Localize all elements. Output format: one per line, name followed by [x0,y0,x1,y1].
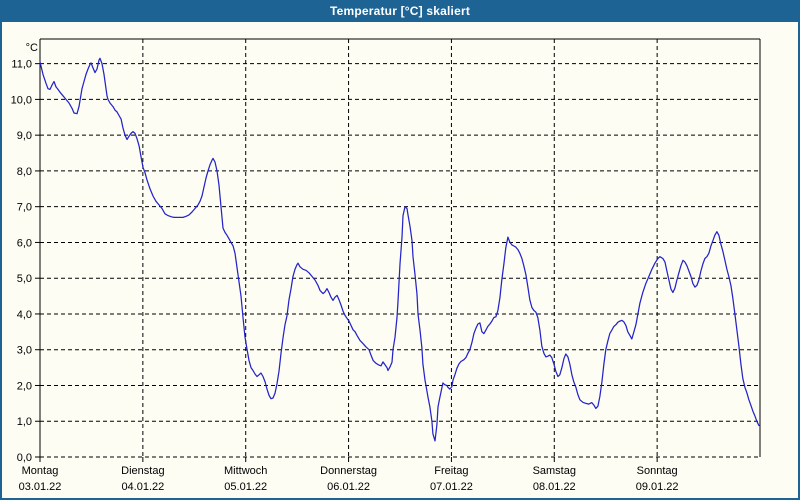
y-axis-label: 5,0 [17,273,32,285]
y-axis-label: 1,0 [17,416,32,428]
window-title: Temperatur [°C] skaliert [329,4,471,18]
day-name-label: Samstag [533,465,576,477]
day-name-label: Montag [22,465,59,477]
y-axis-label: 4,0 [17,309,32,321]
y-axis-label: 2,0 [17,380,32,392]
day-name-label: Mittwoch [224,465,267,477]
day-date-label: 06.01.22 [327,481,370,493]
day-date-label: 08.01.22 [533,481,576,493]
day-date-label: 09.01.22 [636,481,679,493]
y-axis-label: 3,0 [17,345,32,357]
y-axis-label: 6,0 [17,237,32,249]
temperature-line [39,57,760,442]
day-name-label: Dienstag [121,465,164,477]
day-date-label: 05.01.22 [224,481,267,493]
day-name-label: Sonntag [637,465,678,477]
day-date-label: 04.01.22 [121,481,164,493]
day-name-label: Freitag [434,465,468,477]
y-axis-label: 7,0 [17,202,32,214]
y-axis-unit-label: °C [26,42,38,54]
day-name-label: Donnerstag [320,465,377,477]
day-date-label: 07.01.22 [430,481,473,493]
y-axis-label: 10,0 [11,94,32,106]
y-axis-label: 8,0 [17,166,32,178]
title-bar: Temperatur [°C] skaliert [0,0,800,22]
y-axis-label: 11,0 [11,59,32,71]
day-date-label: 03.01.22 [19,481,62,493]
y-axis-label: 9,0 [17,130,32,142]
y-axis-label: 0,0 [17,452,32,464]
